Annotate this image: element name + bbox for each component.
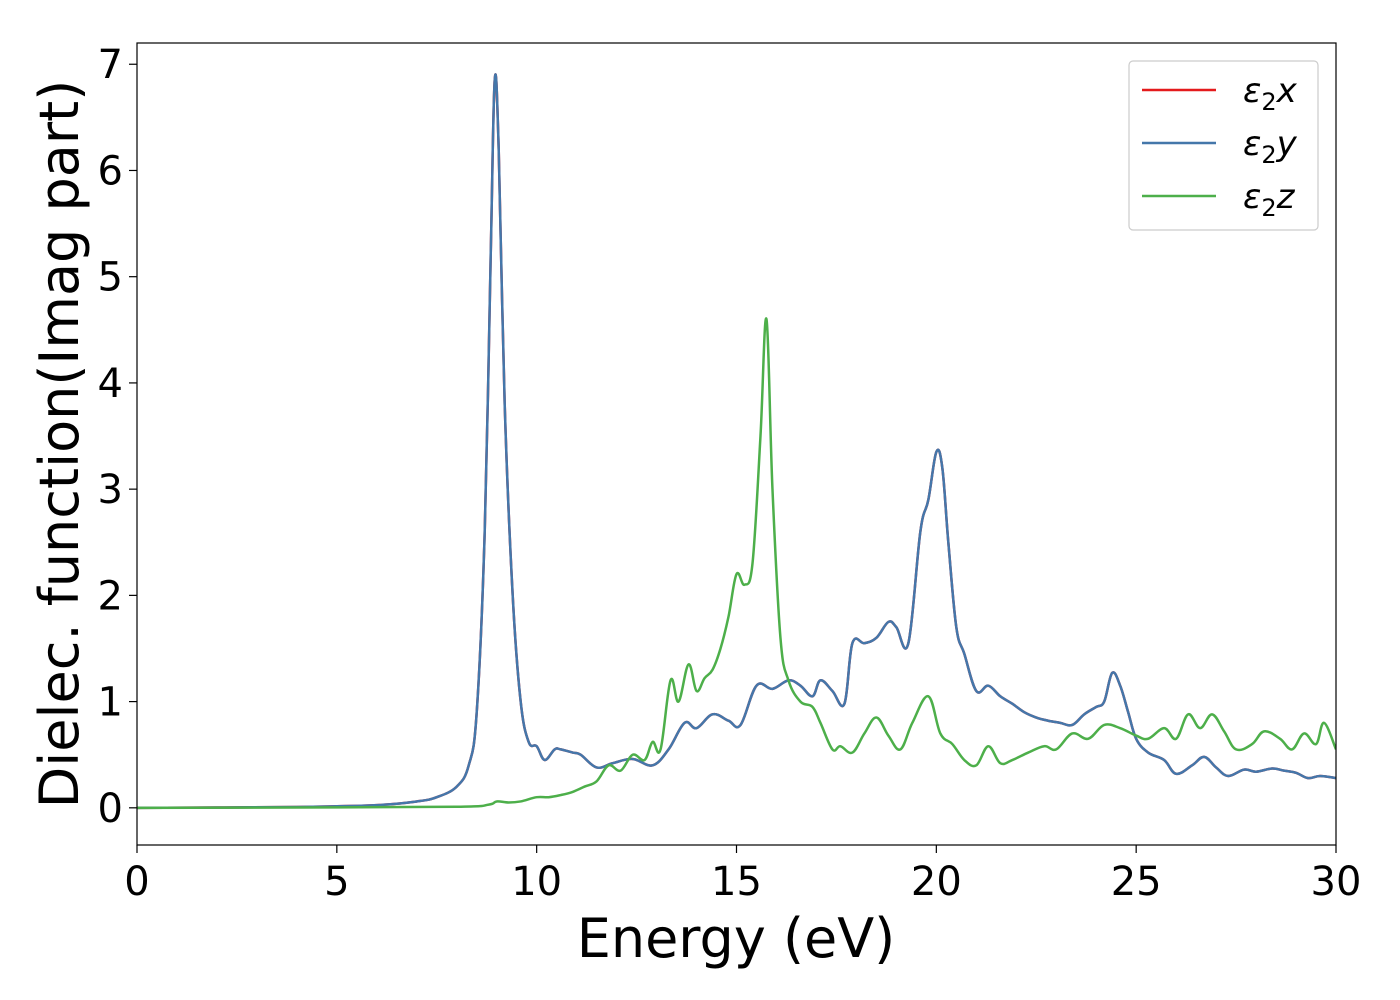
series-layer — [137, 73, 1336, 810]
legend-subscript: 2 — [1261, 194, 1276, 222]
legend-suffix: z — [1276, 177, 1296, 217]
x-tick-label: 25 — [1111, 859, 1162, 905]
x-tick-label: 5 — [324, 859, 349, 905]
y-tick-label: 7 — [98, 42, 123, 88]
legend-label-z: ε2z — [1243, 177, 1296, 222]
y-tick-label: 2 — [98, 573, 123, 619]
x-axis-title: Energy (eV) — [577, 907, 896, 970]
legend: ε2x ε2y ε2z — [1128, 60, 1319, 231]
x-tick-label: 20 — [911, 859, 962, 905]
x-tick-label: 30 — [1311, 859, 1362, 905]
series-line-z — [137, 317, 1336, 810]
y-tick-label: 1 — [98, 680, 123, 726]
y-tick-label: 0 — [98, 786, 123, 832]
y-axis-title: Dielec. function(Imag part) — [28, 80, 91, 809]
x-tick-label: 10 — [511, 859, 562, 905]
legend-symbol: ε — [1243, 71, 1261, 111]
legend-subscript: 2 — [1261, 88, 1276, 116]
legend-subscript: 2 — [1261, 141, 1276, 169]
y-tick-label: 4 — [98, 361, 123, 407]
y-tick-label: 3 — [98, 467, 123, 513]
x-ticks: 0 5 10 15 20 25 30 — [124, 845, 1361, 905]
y-tick-label: 6 — [98, 148, 123, 194]
legend-symbol: ε — [1243, 177, 1261, 217]
legend-label-y: ε2y — [1243, 124, 1298, 169]
x-tick-label: 0 — [124, 859, 149, 905]
y-ticks: 0 1 2 3 4 5 6 7 — [98, 42, 137, 832]
legend-symbol: ε — [1243, 124, 1261, 164]
y-tick-label: 5 — [98, 255, 123, 301]
legend-box — [1128, 60, 1319, 231]
legend-label-x: ε2x — [1243, 71, 1298, 116]
x-tick-label: 15 — [711, 859, 762, 905]
legend-suffix: x — [1276, 71, 1298, 111]
legend-suffix: y — [1276, 124, 1298, 164]
series-line-y — [137, 73, 1336, 810]
